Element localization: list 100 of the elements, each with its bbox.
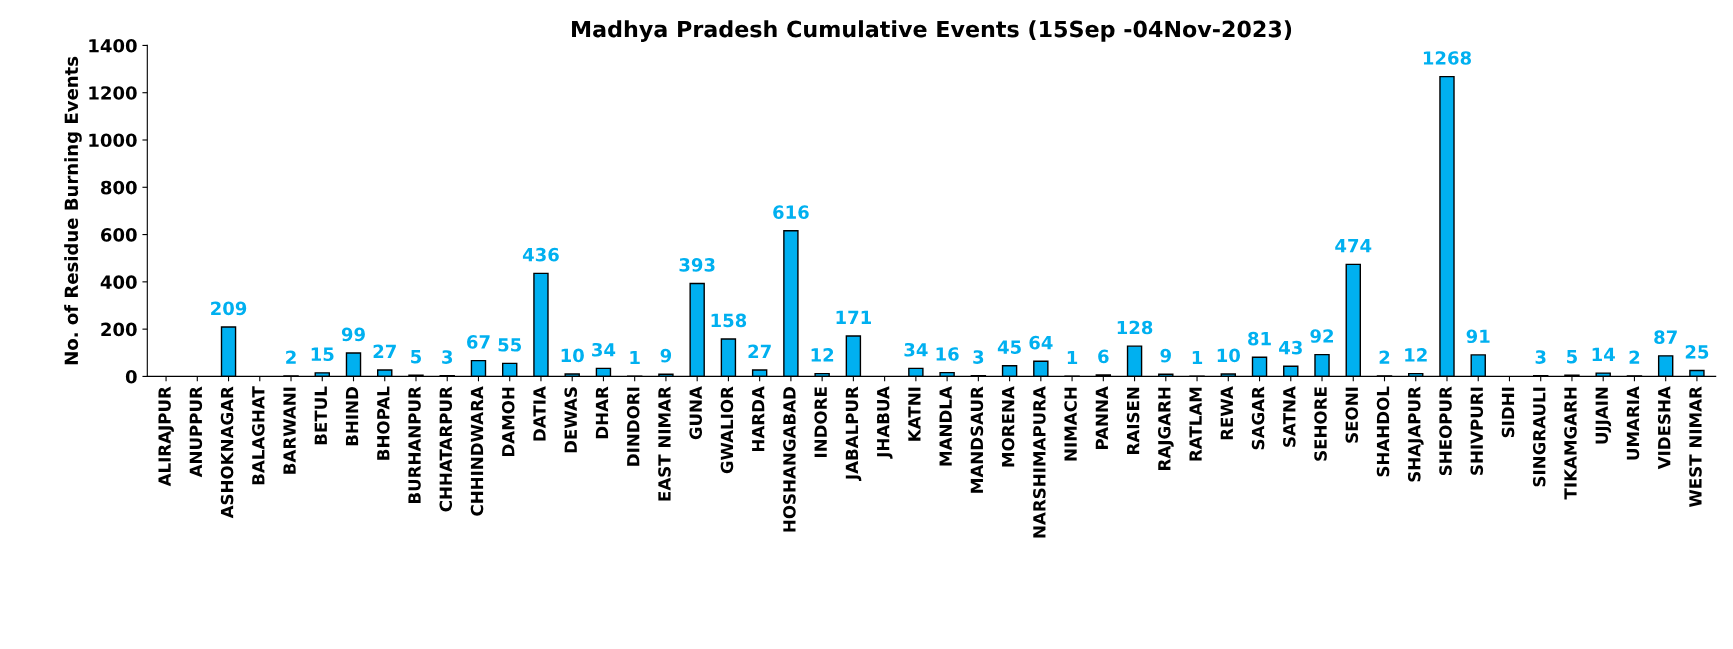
data-label: 91 bbox=[1466, 329, 1490, 344]
y-tick-label: 1400 bbox=[89, 38, 137, 53]
x-tick-label: ANUPPUR bbox=[189, 386, 203, 478]
data-label: 1 bbox=[630, 350, 640, 365]
x-tick-label: BHOPAL bbox=[376, 386, 390, 460]
x-tick-label: HOSHANGABAD bbox=[783, 387, 796, 532]
x-tick-label: SHAJAPUR bbox=[1407, 386, 1424, 482]
x-tick-label: DAMOH bbox=[501, 387, 515, 457]
data-label: 27 bbox=[373, 344, 396, 358]
data-label: 1268 bbox=[1423, 51, 1471, 65]
data-label: 171 bbox=[836, 310, 871, 324]
x-tick-label: WEST NIMAR bbox=[1689, 386, 1702, 508]
y-axis-title: No. of Residue Burning Events bbox=[64, 56, 82, 365]
x-tick-label: ALIRAJPUR bbox=[158, 386, 174, 487]
x-tick-label: SHIVPURI bbox=[1470, 387, 1484, 475]
data-label: 1 bbox=[1192, 350, 1203, 365]
x-tick-label: BETUL bbox=[314, 386, 328, 445]
x-tick-label: BALAGHAT bbox=[252, 386, 265, 485]
data-label: 3 bbox=[973, 350, 984, 364]
x-tick-label: TIKAMGARH bbox=[1564, 387, 1577, 500]
y-tick-label: 0 bbox=[125, 369, 137, 384]
data-label: 6 bbox=[1098, 349, 1109, 364]
data-label: 34 bbox=[592, 342, 616, 357]
x-tick-label: INDORE bbox=[814, 387, 827, 457]
data-label: 2 bbox=[286, 350, 296, 364]
data-label: 64 bbox=[1029, 335, 1053, 350]
data-label: 92 bbox=[1310, 329, 1334, 343]
x-tick-label: BURHANPUR bbox=[408, 386, 421, 504]
data-label: 393 bbox=[679, 258, 715, 272]
x-tick-label: DEWAS bbox=[564, 387, 578, 453]
data-label: 27 bbox=[748, 344, 771, 358]
x-tick-label: UMARIA bbox=[1626, 386, 1640, 460]
data-label: 3 bbox=[1535, 350, 1546, 364]
data-label: 43 bbox=[1279, 340, 1302, 355]
data-label: 15 bbox=[311, 347, 334, 362]
data-label: 158 bbox=[711, 313, 747, 328]
x-tick-label: BARWANI bbox=[283, 387, 296, 474]
x-tick-label: MORENA bbox=[1001, 386, 1015, 467]
data-label: 99 bbox=[341, 327, 365, 342]
data-label: 209 bbox=[211, 301, 247, 316]
x-tick-label: SEONI bbox=[1345, 387, 1359, 443]
x-tick-label: RATLAM bbox=[1189, 387, 1202, 461]
data-label: 616 bbox=[773, 205, 809, 219]
x-tick-label: NARSHIMAPURA bbox=[1033, 386, 1046, 538]
x-tick-label: SHAHDOL bbox=[1376, 386, 1390, 477]
x-tick-label: MANDSAUR bbox=[970, 386, 984, 493]
data-label: 9 bbox=[660, 348, 672, 363]
x-tick-label: GUNA bbox=[689, 386, 703, 440]
data-label: 14 bbox=[1592, 347, 1615, 362]
data-label: 2 bbox=[1379, 350, 1390, 364]
x-tick-label: UJJAIN bbox=[1595, 387, 1612, 444]
data-label: 5 bbox=[1567, 349, 1577, 364]
x-tick-label: DHAR bbox=[595, 386, 609, 439]
x-tick-label: GWALIOR bbox=[720, 386, 734, 474]
data-label: 16 bbox=[936, 347, 959, 361]
x-tick-label: DATIA bbox=[533, 386, 546, 441]
x-tick-label: SEHORE bbox=[1314, 387, 1327, 461]
x-tick-label: BHIND bbox=[345, 387, 359, 446]
x-tick-label: ASHOKNAGAR bbox=[220, 386, 234, 519]
y-tick-label: 400 bbox=[100, 275, 137, 289]
data-label: 34 bbox=[904, 342, 928, 357]
y-tick-label: 1200 bbox=[89, 86, 137, 100]
data-label: 128 bbox=[1117, 320, 1153, 335]
x-tick-label: DINDORI bbox=[626, 387, 640, 466]
data-label: 1 bbox=[1067, 350, 1078, 365]
x-tick-label: VIDESHA bbox=[1657, 386, 1671, 470]
data-label: 55 bbox=[498, 338, 522, 352]
x-tick-label: SIDHI bbox=[1501, 387, 1515, 438]
x-tick-label: EAST NIMAR bbox=[658, 386, 671, 501]
data-label: 474 bbox=[1335, 239, 1372, 253]
x-tick-label: REWA bbox=[1220, 386, 1233, 440]
data-label: 45 bbox=[997, 340, 1021, 354]
x-tick-label: JHABUA bbox=[877, 386, 893, 459]
x-tick-label: SHEOPUR bbox=[1439, 386, 1452, 476]
data-label: 67 bbox=[467, 335, 490, 349]
x-tick-label: MANDLA bbox=[939, 386, 952, 466]
data-label: 10 bbox=[561, 348, 584, 363]
data-label: 10 bbox=[1217, 348, 1240, 363]
data-label: 87 bbox=[1654, 330, 1677, 345]
data-label: 2 bbox=[1629, 350, 1640, 364]
x-tick-label: SAGAR bbox=[1251, 386, 1265, 450]
data-label: 5 bbox=[411, 349, 422, 364]
data-label: 436 bbox=[522, 247, 559, 262]
x-tick-label: SATNA bbox=[1283, 386, 1296, 447]
x-tick-label: RAISEN bbox=[1126, 387, 1140, 454]
x-tick-label: CHHATARPUR bbox=[439, 386, 453, 512]
x-tick-label: CHHINDWARA bbox=[470, 386, 484, 516]
data-label: 12 bbox=[811, 348, 834, 362]
y-tick-label: 800 bbox=[101, 180, 137, 195]
chart-title: Madhya Pradesh Cumulative Events (15Sep -04Nov-2023) bbox=[572, 20, 1292, 42]
x-tick-label: JABALPUR bbox=[845, 386, 862, 481]
x-tick-label: KATNI bbox=[908, 387, 921, 441]
data-label: 81 bbox=[1248, 331, 1271, 346]
x-tick-label: RAJGARH bbox=[1158, 387, 1174, 470]
y-tick-label: 200 bbox=[101, 322, 137, 337]
x-tick-label: SINGRAULI bbox=[1532, 387, 1546, 487]
x-tick-label: PANNA bbox=[1095, 386, 1108, 449]
data-label: 3 bbox=[442, 350, 453, 364]
y-tick-label: 1000 bbox=[89, 133, 137, 148]
data-label: 25 bbox=[1685, 345, 1709, 359]
